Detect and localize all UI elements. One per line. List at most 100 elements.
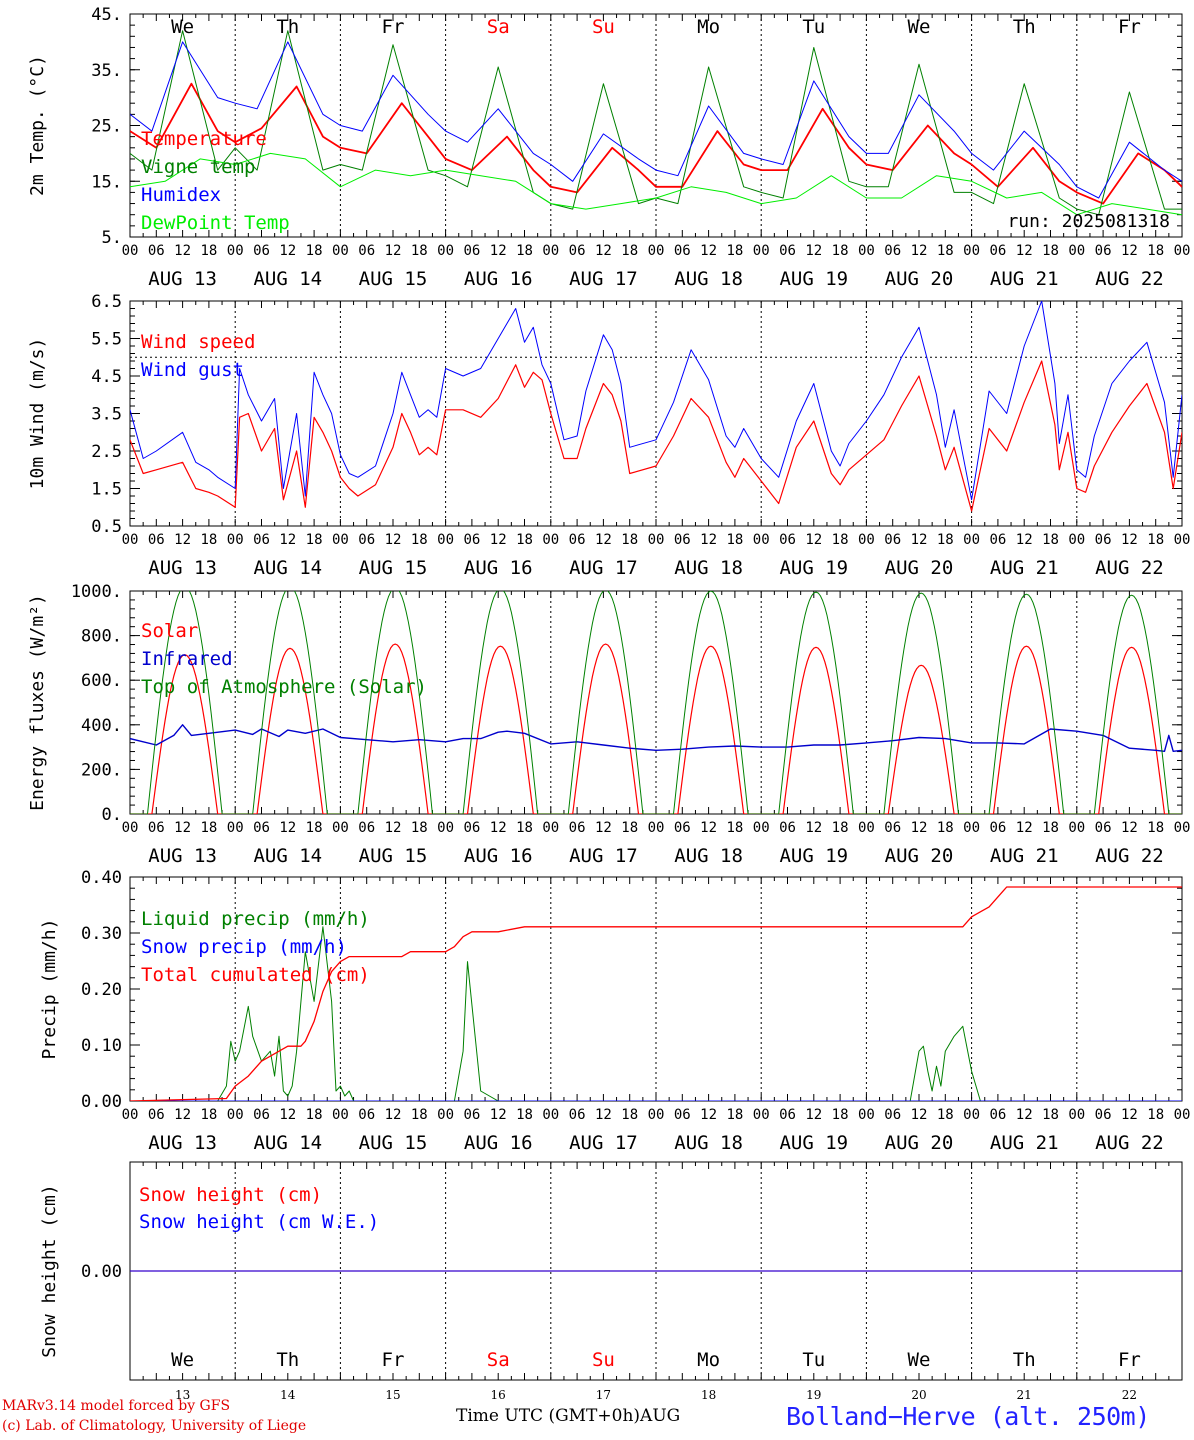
hour-tick-label: 06: [674, 532, 691, 548]
hour-tick-label: 00: [648, 532, 665, 548]
hour-tick-label: 18: [726, 1107, 743, 1123]
hour-tick-label: 12: [279, 820, 296, 836]
hour-tick-label: 00: [542, 532, 559, 548]
date-label: AUG 20: [885, 1132, 954, 1154]
y-tick-label: 0.5: [91, 517, 122, 537]
hour-tick-label: 06: [148, 532, 165, 548]
y-tick-label: 2.5: [91, 442, 122, 462]
day-number-label: 14: [280, 1388, 296, 1402]
legend-label: Temperature: [141, 128, 267, 150]
hour-tick-label: 06: [779, 820, 796, 836]
legend-label: Wind speed: [141, 331, 255, 353]
date-label: AUG 13: [148, 1132, 217, 1154]
series-line: [130, 643, 1182, 814]
hour-tick-label: 00: [963, 820, 980, 836]
date-label: AUG 17: [569, 268, 638, 290]
hour-tick-label: 18: [1042, 820, 1059, 836]
date-label: AUG 18: [674, 557, 743, 579]
hour-tick-label: 12: [1016, 820, 1033, 836]
hour-tick-label: 06: [674, 1107, 691, 1123]
date-label: AUG 21: [990, 268, 1059, 290]
hour-tick-label: 06: [989, 820, 1006, 836]
x-axis-title: Time UTC (GMT+0h)AUG: [456, 1406, 680, 1426]
day-number-label: 16: [491, 1388, 506, 1402]
series-line: [130, 82, 1182, 205]
hour-tick-label: 00: [858, 820, 875, 836]
hour-tick-label: 12: [279, 1107, 296, 1123]
y-tick-label: 5.5: [91, 330, 122, 350]
hour-tick-label: 18: [411, 820, 428, 836]
hour-tick-label: 12: [595, 243, 612, 259]
hour-tick-label: 18: [1147, 532, 1164, 548]
date-label: AUG 15: [359, 268, 428, 290]
hour-tick-label: 00: [753, 532, 770, 548]
date-label: AUG 19: [779, 268, 848, 290]
date-label: AUG 13: [148, 557, 217, 579]
date-label: AUG 19: [779, 845, 848, 867]
hour-tick-label: 06: [1095, 1107, 1112, 1123]
hour-tick-label: 12: [911, 532, 928, 548]
hour-tick-label: 06: [779, 243, 796, 259]
y-tick-label: 35.: [91, 61, 122, 81]
hour-tick-label: 18: [306, 532, 323, 548]
hour-tick-label: 12: [700, 820, 717, 836]
hour-tick-label: 18: [726, 243, 743, 259]
y-axis-title: Snow height (cm): [39, 1184, 60, 1357]
date-label: AUG 16: [464, 1132, 533, 1154]
hour-tick-label: 00: [227, 243, 244, 259]
day-number-label: 21: [1017, 1388, 1032, 1402]
date-label: AUG 14: [253, 845, 322, 867]
date-label: AUG 17: [569, 1132, 638, 1154]
hour-tick-label: 12: [911, 1107, 928, 1123]
hour-tick-label: 12: [700, 1107, 717, 1123]
weekday-label: Th: [1013, 16, 1036, 38]
hour-tick-label: 12: [595, 1107, 612, 1123]
hour-tick-label: 06: [569, 1107, 586, 1123]
date-label: AUG 16: [464, 557, 533, 579]
hour-tick-label: 00: [437, 532, 454, 548]
day-number-label: 17: [596, 1388, 611, 1402]
weekday-label: Fr: [1118, 1349, 1141, 1371]
hour-tick-label: 06: [989, 532, 1006, 548]
series-line: [130, 724, 1182, 752]
hour-tick-label: 18: [726, 532, 743, 548]
date-label: AUG 21: [990, 845, 1059, 867]
y-axis-title: 2m Temp. (°C): [27, 55, 48, 196]
date-label: AUG 14: [253, 268, 322, 290]
weekday-label: Tu: [802, 1349, 825, 1371]
hour-tick-label: 18: [937, 532, 954, 548]
hour-tick-label: 00: [753, 243, 770, 259]
hour-tick-label: 18: [516, 1107, 533, 1123]
hour-tick-label: 00: [648, 820, 665, 836]
hour-tick-label: 06: [779, 532, 796, 548]
hour-tick-label: 12: [490, 820, 507, 836]
hour-tick-label: 00: [858, 532, 875, 548]
hour-tick-label: 00: [332, 243, 349, 259]
hour-tick-label: 06: [674, 243, 691, 259]
hour-tick-label: 18: [1147, 243, 1164, 259]
date-label: AUG 22: [1095, 557, 1164, 579]
date-label: AUG 18: [674, 845, 743, 867]
hour-tick-label: 06: [148, 1107, 165, 1123]
weekday-label: We: [171, 16, 194, 38]
hour-tick-label: 06: [989, 1107, 1006, 1123]
hour-tick-label: 12: [1121, 532, 1138, 548]
legend-label: Top of Atmosphere (Solar): [141, 676, 427, 698]
y-tick-label: 6.5: [91, 292, 122, 312]
hour-tick-label: 00: [332, 532, 349, 548]
weekday-label: Mo: [697, 16, 720, 38]
hour-tick-label: 18: [200, 1107, 217, 1123]
legend-label: Vigne temp: [141, 156, 255, 178]
y-tick-label: 600.: [81, 671, 122, 691]
hour-tick-label: 12: [385, 532, 402, 548]
hour-tick-label: 00: [1174, 532, 1191, 548]
hour-tick-label: 00: [753, 820, 770, 836]
hour-tick-label: 12: [595, 820, 612, 836]
hour-tick-label: 12: [1121, 1107, 1138, 1123]
hour-tick-label: 00: [437, 820, 454, 836]
hour-tick-label: 00: [437, 1107, 454, 1123]
y-tick-label: 800.: [81, 627, 122, 647]
hour-tick-label: 12: [279, 243, 296, 259]
credit-line-2: (c) Lab. of Climatology, University of L…: [2, 1418, 307, 1434]
